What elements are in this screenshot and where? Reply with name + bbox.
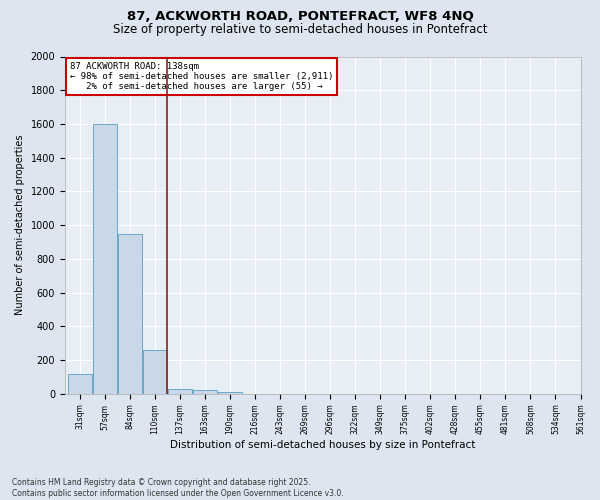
Bar <box>143 350 167 394</box>
Text: Contains HM Land Registry data © Crown copyright and database right 2025.
Contai: Contains HM Land Registry data © Crown c… <box>12 478 344 498</box>
Bar <box>118 234 142 394</box>
X-axis label: Distribution of semi-detached houses by size in Pontefract: Distribution of semi-detached houses by … <box>170 440 475 450</box>
Bar <box>93 124 117 394</box>
Bar <box>218 392 242 394</box>
Bar <box>193 390 217 394</box>
Bar <box>168 389 192 394</box>
Text: 87 ACKWORTH ROAD: 138sqm
← 98% of semi-detached houses are smaller (2,911)
   2%: 87 ACKWORTH ROAD: 138sqm ← 98% of semi-d… <box>70 62 334 92</box>
Text: Size of property relative to semi-detached houses in Pontefract: Size of property relative to semi-detach… <box>113 22 487 36</box>
Bar <box>68 374 92 394</box>
Text: 87, ACKWORTH ROAD, PONTEFRACT, WF8 4NQ: 87, ACKWORTH ROAD, PONTEFRACT, WF8 4NQ <box>127 10 473 23</box>
Y-axis label: Number of semi-detached properties: Number of semi-detached properties <box>15 135 25 316</box>
